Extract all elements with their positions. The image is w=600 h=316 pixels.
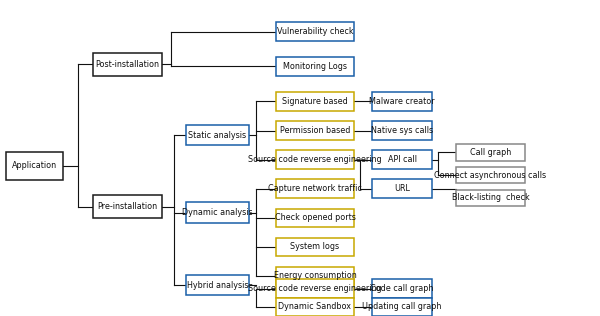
FancyBboxPatch shape: [276, 298, 354, 316]
Text: Connect asynchronous calls: Connect asynchronous calls: [434, 171, 547, 179]
Text: Monitoring Logs: Monitoring Logs: [283, 62, 347, 71]
FancyBboxPatch shape: [372, 150, 432, 169]
FancyBboxPatch shape: [276, 279, 354, 298]
Text: Check opened ports: Check opened ports: [275, 213, 355, 222]
Text: API call: API call: [388, 155, 416, 164]
Text: Native sys calls: Native sys calls: [371, 126, 433, 135]
Text: Source code reverse engineering: Source code reverse engineering: [248, 284, 382, 293]
FancyBboxPatch shape: [372, 121, 432, 140]
Text: URL: URL: [394, 184, 410, 193]
Text: Vulnerability check: Vulnerability check: [277, 27, 353, 36]
FancyBboxPatch shape: [93, 53, 162, 76]
FancyBboxPatch shape: [276, 238, 354, 256]
FancyBboxPatch shape: [276, 92, 354, 111]
FancyBboxPatch shape: [276, 267, 354, 285]
FancyBboxPatch shape: [276, 179, 354, 198]
FancyBboxPatch shape: [186, 275, 249, 295]
FancyBboxPatch shape: [372, 179, 432, 198]
FancyBboxPatch shape: [456, 167, 525, 183]
Text: Black-listing  check: Black-listing check: [452, 193, 529, 202]
FancyBboxPatch shape: [276, 209, 354, 227]
Text: Post-installation: Post-installation: [95, 60, 160, 69]
Text: Capture network traffic: Capture network traffic: [268, 184, 362, 193]
Text: Dynamic Sandbox: Dynamic Sandbox: [278, 302, 352, 311]
FancyBboxPatch shape: [186, 125, 249, 145]
Text: Updating call graph: Updating call graph: [362, 302, 442, 311]
FancyBboxPatch shape: [186, 202, 249, 223]
Text: Hybrid analysis: Hybrid analysis: [187, 281, 248, 290]
Text: System logs: System logs: [290, 242, 340, 251]
Text: Code call graph: Code call graph: [370, 284, 434, 293]
Text: Signature based: Signature based: [282, 97, 348, 106]
Text: Static analysis: Static analysis: [188, 131, 247, 140]
FancyBboxPatch shape: [93, 195, 162, 218]
FancyBboxPatch shape: [372, 298, 432, 316]
FancyBboxPatch shape: [276, 22, 354, 41]
FancyBboxPatch shape: [372, 279, 432, 298]
Text: Pre-installation: Pre-installation: [97, 202, 158, 211]
FancyBboxPatch shape: [6, 152, 63, 180]
Text: Call graph: Call graph: [470, 148, 511, 157]
Text: Permission based: Permission based: [280, 126, 350, 135]
Text: Dynamic analysis: Dynamic analysis: [182, 208, 253, 217]
FancyBboxPatch shape: [276, 121, 354, 140]
FancyBboxPatch shape: [456, 144, 525, 161]
Text: Energy consumption: Energy consumption: [274, 271, 356, 280]
Text: Malware creator: Malware creator: [369, 97, 435, 106]
FancyBboxPatch shape: [276, 57, 354, 76]
FancyBboxPatch shape: [276, 150, 354, 169]
FancyBboxPatch shape: [372, 92, 432, 111]
Text: Application: Application: [12, 161, 57, 170]
FancyBboxPatch shape: [456, 190, 525, 206]
Text: Source code reverse engineering: Source code reverse engineering: [248, 155, 382, 164]
